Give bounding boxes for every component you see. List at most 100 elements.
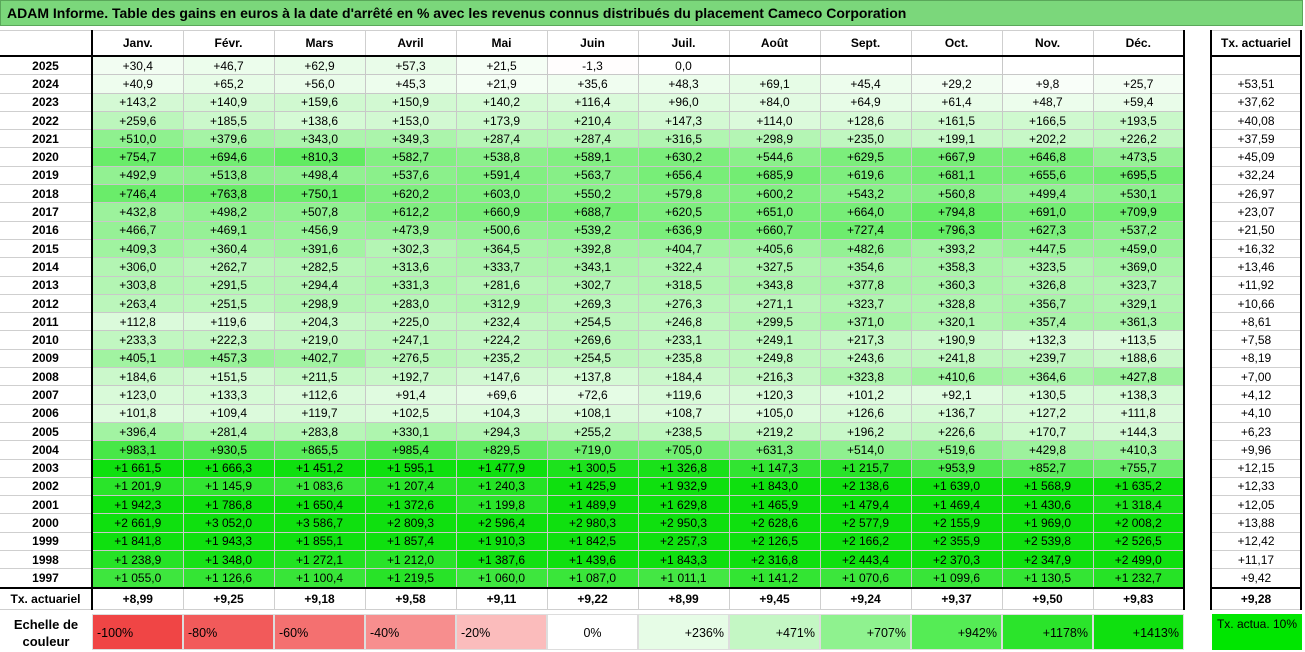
gain-cell: +1 372,6 <box>364 495 457 515</box>
gain-cell: +331,3 <box>364 275 457 295</box>
gain-cell: +510,0 <box>91 129 184 149</box>
year-label: 2009 <box>0 348 93 369</box>
gain-cell: +1 099,6 <box>910 568 1003 589</box>
gain-cell: +519,6 <box>910 440 1003 460</box>
gain-cell: +1 201,9 <box>91 476 184 497</box>
gain-cell: +1 943,3 <box>182 531 275 552</box>
gain-cell: +852,7 <box>1001 458 1094 478</box>
gain-cell: +144,3 <box>1092 421 1185 442</box>
footer-rate-cell: +8,99 <box>637 586 730 610</box>
actuarial-rate-cell: +9,42 <box>1210 568 1302 589</box>
gain-cell: +147,3 <box>637 110 730 131</box>
gain-cell: +281,6 <box>455 275 548 295</box>
gain-cell: +459,0 <box>1092 238 1185 259</box>
gain-cell: +323,7 <box>819 293 912 314</box>
footer-rate-cell: +9,24 <box>819 586 912 610</box>
gain-cell: +612,2 <box>364 202 457 222</box>
gain-cell: +119,7 <box>273 403 366 423</box>
year-label: 2022 <box>0 110 93 131</box>
gain-cell <box>1092 55 1185 76</box>
gain-cell: +364,6 <box>1001 367 1094 387</box>
gain-cell: +143,2 <box>91 92 184 112</box>
gain-cell: +190,9 <box>910 330 1003 350</box>
gain-cell: +1 661,5 <box>91 458 184 478</box>
table-row: 2008 +184,6 +151,5 +211,5 +192,7 +147,6 +137,8… <box>0 367 1185 387</box>
table-row: 2024 +40,9 +65,2 +56,0 +45,3 +21,9 +35,6 +48,3 +… <box>0 74 1185 94</box>
gain-cell: +328,8 <box>910 293 1003 314</box>
actuarial-rate-cell: +16,32 <box>1210 238 1302 259</box>
gain-cell: +159,6 <box>273 92 366 112</box>
gain-cell: +127,2 <box>1001 403 1094 423</box>
gain-cell: +794,8 <box>910 202 1003 222</box>
gain-cell: +1 666,3 <box>182 458 275 478</box>
gain-cell: +303,8 <box>91 275 184 295</box>
gain-cell: +1 145,9 <box>182 476 275 497</box>
gain-cell: +112,6 <box>273 385 366 405</box>
actuarial-rate-table: Tx. actuariel +53,51 +37,62 +40,08 +37,59 +4… <box>1210 30 1302 610</box>
gain-cell: +329,1 <box>1092 293 1185 314</box>
gain-cell: +620,2 <box>364 184 457 204</box>
gain-cell: +1 199,8 <box>455 495 548 515</box>
actuarial-rate-cell: +12,15 <box>1210 458 1302 478</box>
gain-cell: +499,4 <box>1001 184 1094 204</box>
year-label: 2013 <box>0 275 93 295</box>
legend-swatch: +1178% <box>1002 614 1093 650</box>
gain-cell: +226,6 <box>910 421 1003 442</box>
gain-cell: +1 842,5 <box>546 531 639 552</box>
gain-cell: +126,6 <box>819 403 912 423</box>
table-row: 2006 +101,8 +109,4 +119,7 +102,5 +104,3 +108,1… <box>0 403 1185 423</box>
gain-cell: -1,3 <box>546 55 639 76</box>
gain-cell: +513,8 <box>182 165 275 186</box>
gain-cell: +544,6 <box>728 147 821 167</box>
table-row: 2001 +1 942,3 +1 786,8 +1 650,4 +1 372,6 +1 1… <box>0 495 1185 515</box>
gain-cell: +1 348,0 <box>182 550 275 570</box>
gain-cell: +226,2 <box>1092 129 1185 149</box>
gain-cell: +2 155,9 <box>910 513 1003 533</box>
gain-cell: +719,0 <box>546 440 639 460</box>
gain-cell: +600,2 <box>728 184 821 204</box>
gain-cell: +2 008,2 <box>1092 513 1185 533</box>
footer-rate-cell: +9,11 <box>455 586 548 610</box>
gain-cell: +685,9 <box>728 165 821 186</box>
gain-cell: +116,4 <box>546 92 639 112</box>
gain-cell: +537,6 <box>364 165 457 186</box>
gain-cell: +427,8 <box>1092 367 1185 387</box>
gain-cell: +543,2 <box>819 184 912 204</box>
gain-cell: +750,1 <box>273 184 366 204</box>
gain-cell: +2 577,9 <box>819 513 912 533</box>
gain-cell: +1 207,4 <box>364 476 457 497</box>
legend-swatch: -20% <box>456 614 547 650</box>
gain-cell: +1 857,4 <box>364 531 457 552</box>
gain-cell: +247,1 <box>364 330 457 350</box>
gain-cell: +404,7 <box>637 238 730 259</box>
gain-cell: +233,3 <box>91 330 184 350</box>
table-row: 2022 +259,6 +185,5 +138,6 +153,0 +173,9 +210,4… <box>0 110 1185 131</box>
gain-cell: +1 843,3 <box>637 550 730 570</box>
gain-cell: +271,1 <box>728 293 821 314</box>
gain-cell: +105,0 <box>728 403 821 423</box>
gain-cell: +694,6 <box>182 147 275 167</box>
gain-cell: +35,6 <box>546 74 639 94</box>
gain-cell: +312,9 <box>455 293 548 314</box>
gain-cell: +246,8 <box>637 312 730 332</box>
gain-cell: +1 212,0 <box>364 550 457 570</box>
actuarial-rate-cell: +12,05 <box>1210 495 1302 515</box>
gain-cell: +629,5 <box>819 147 912 167</box>
gain-cell: +2 126,5 <box>728 531 821 552</box>
gain-cell: +283,8 <box>273 421 366 442</box>
actuarial-rate-cell: +8,19 <box>1210 348 1302 369</box>
actuarial-rate-cell: +37,62 <box>1210 92 1302 112</box>
gain-cell: +1 451,2 <box>273 458 366 478</box>
gain-cell: +3 052,0 <box>182 513 275 533</box>
gain-cell: +356,7 <box>1001 293 1094 314</box>
gain-cell: +1 843,0 <box>728 476 821 497</box>
gain-cell: +211,5 <box>273 367 366 387</box>
gain-cell: +630,2 <box>637 147 730 167</box>
table-row: 2000 +2 661,9 +3 052,0 +3 586,7 +2 809,3 +2 5… <box>0 513 1185 533</box>
table-row: 2007 +123,0 +133,3 +112,6 +91,4 +69,6 +72,6 +11… <box>0 385 1185 405</box>
gain-cell: +45,3 <box>364 74 457 94</box>
gain-cell: +2 166,2 <box>819 531 912 552</box>
gain-cell: +343,1 <box>546 257 639 277</box>
footer-label: Tx. actuariel <box>0 586 93 610</box>
gain-cell: +91,4 <box>364 385 457 405</box>
